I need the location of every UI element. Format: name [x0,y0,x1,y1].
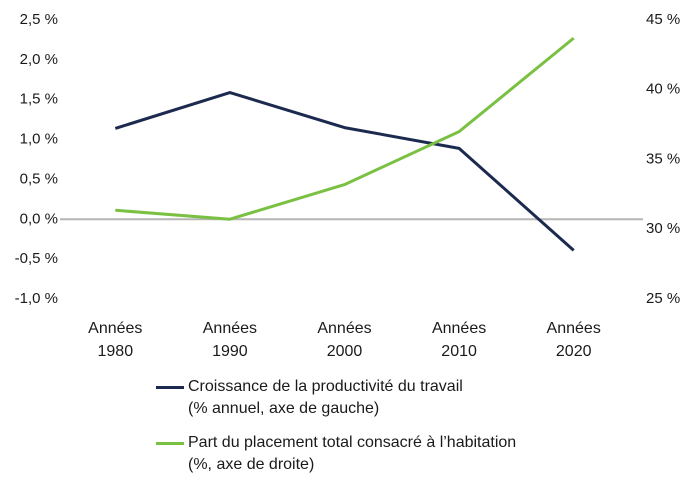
legend-swatch [156,442,184,445]
x-tick-label: Années 2000 [317,320,372,360]
y2-tick-label: 25 % [646,290,680,307]
y-tick-label: 1,0 % [20,131,58,148]
y2-tick-label: 35 % [646,150,680,167]
y2-tick-label: 40 % [646,81,680,98]
y2-tick-label: 30 % [646,220,680,237]
series-line [115,36,575,221]
y-tick-label: -0,5 % [15,250,58,267]
legend-swatch [156,386,184,389]
x-tick-label: Années 2010 [431,320,487,360]
y-tick-label: 1,5 % [20,91,58,108]
legend-label: Part du placement total consacré à l’hab… [188,434,517,473]
y-tick-label: 0,0 % [20,210,58,227]
legend-label: Croissance de la productivité du travail… [188,378,463,417]
x-tick-label: Années 1980 [88,320,143,360]
series-line [114,91,575,252]
x-tick-label: Années 1990 [202,320,258,360]
y2-tick-label: 45 % [646,11,680,28]
y-tick-label: 2,0 % [20,51,58,68]
y-tick-label: 0,5 % [20,170,58,187]
y-tick-label: 2,5 % [20,11,58,28]
y-tick-label: -1,0 % [15,290,58,307]
x-tick-label: Années 2020 [546,320,601,360]
